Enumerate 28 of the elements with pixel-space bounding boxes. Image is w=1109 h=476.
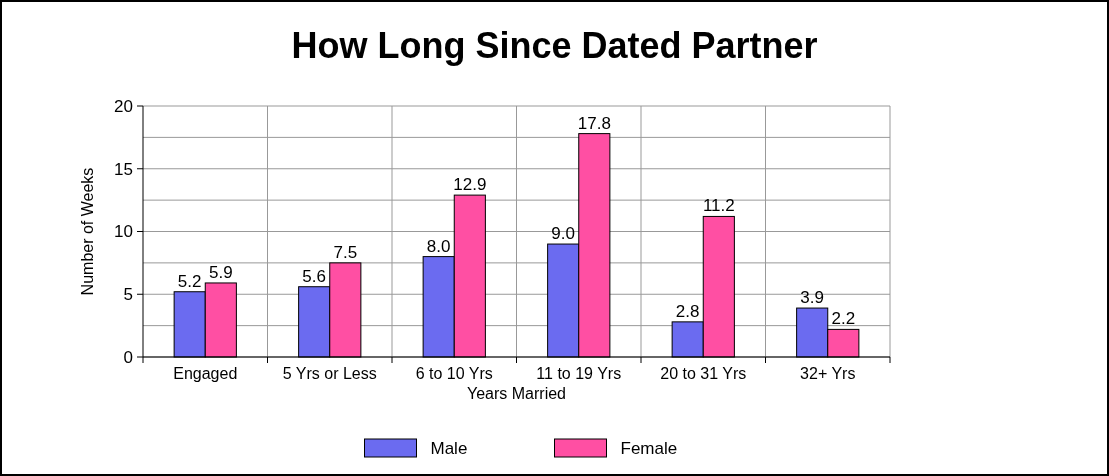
y-axis-title: Number of Weeks [79,167,96,296]
data-label: 17.8 [577,113,611,133]
data-label: 12.9 [453,175,487,195]
data-label: 2.2 [831,309,856,329]
x-tick-label: 32+ Yrs [800,365,856,382]
data-label: 5.6 [302,266,327,286]
y-tick-label: 0 [123,347,133,367]
y-tick-label: 5 [123,285,133,305]
x-tick-label: 20 to 31 Yrs [660,365,747,382]
data-label: 9.0 [551,224,576,244]
y-tick-label: 20 [114,96,133,116]
x-tick-label: 6 to 10 Yrs [415,365,493,382]
data-label: 11.2 [702,196,735,216]
x-axis-title: Years Married [466,385,567,402]
legend-label: Male [430,438,468,458]
data-label: 3.9 [800,288,825,308]
data-label: 2.8 [675,301,700,321]
data-label: 8.0 [426,236,451,256]
y-tick-label: 10 [114,222,133,242]
data-label: 7.5 [333,242,358,262]
legend-label: Female [620,438,678,458]
x-tick-label: Engaged [173,365,238,382]
x-tick-label: 11 to 19 Yrs [536,365,622,382]
data-label: 5.2 [177,271,202,291]
x-tick-label: 5 Yrs or Less [282,365,377,382]
chart-title: How Long Since Dated Partner [291,25,818,66]
y-tick-label: 15 [114,159,133,179]
data-label: 5.9 [208,262,233,282]
